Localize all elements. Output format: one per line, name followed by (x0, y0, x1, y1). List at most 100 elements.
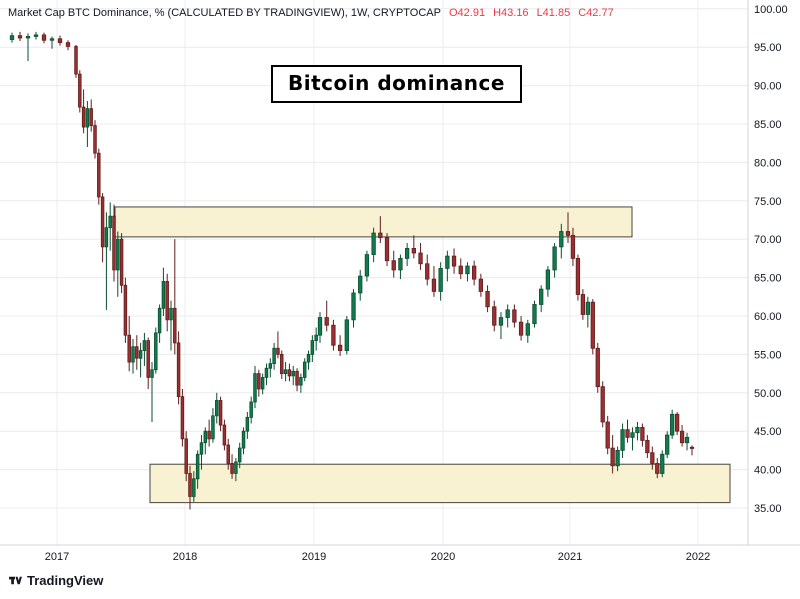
candle-body (492, 306, 497, 326)
candle-body (195, 453, 200, 480)
candle-body (650, 452, 655, 464)
candle (161, 267, 166, 316)
candle (78, 70, 82, 113)
bitcoin-dominance-label[interactable]: Bitcoin dominance (271, 65, 522, 103)
candle-body (552, 246, 557, 271)
candle-body (317, 317, 323, 336)
candle (518, 316, 524, 341)
price-axis-label: 100.00 (754, 4, 788, 16)
candle (112, 204, 116, 282)
ohlc-low: L41.85 (536, 7, 571, 19)
candle-body (660, 453, 665, 474)
candle (371, 227, 376, 263)
candle (295, 368, 299, 392)
candle-body (123, 284, 128, 336)
candle-body (283, 369, 288, 375)
candle (207, 419, 211, 447)
tradingview-logo[interactable]: TradingView (8, 573, 103, 588)
candle-body (595, 347, 600, 388)
candle-body (184, 438, 188, 474)
candle-body (640, 426, 645, 441)
time-axis-label: 2017 (45, 551, 69, 563)
candle (425, 254, 430, 286)
candle (620, 423, 625, 459)
candle-body (364, 254, 370, 277)
price-axis[interactable]: 100.00 95.00 90.00 85.00 80.00 75.00 70.00 65.0… (754, 4, 788, 515)
candle-body (570, 234, 576, 259)
candle (154, 327, 158, 374)
candle (324, 300, 329, 332)
candle (615, 446, 620, 472)
candle (610, 435, 615, 474)
candle (188, 465, 192, 510)
candle-body (610, 447, 615, 467)
candle (660, 450, 665, 478)
candle (195, 450, 200, 489)
candle (358, 269, 363, 301)
candle-body (74, 46, 78, 75)
price-axis-label: 65.00 (754, 273, 782, 285)
candle (65, 40, 71, 51)
candle-body (41, 34, 47, 41)
candle-body (260, 377, 265, 390)
candle-body (276, 347, 280, 355)
candle (398, 254, 403, 280)
candle-body (287, 369, 292, 377)
candle-body (9, 35, 15, 40)
candle-body (65, 42, 71, 47)
price-axis-label: 35.00 (754, 503, 782, 515)
candle (127, 316, 131, 372)
candle-body (127, 334, 131, 363)
candle-body (215, 400, 219, 417)
candle-body (605, 421, 610, 449)
candle-body (135, 346, 139, 359)
candle-body (600, 386, 605, 423)
candle-body (85, 108, 90, 128)
tradingview-logo-icon (8, 573, 23, 588)
candle (234, 458, 238, 482)
candle-body (539, 288, 544, 305)
candle-body (154, 332, 158, 371)
candle-body (674, 413, 680, 432)
candle-body (314, 334, 318, 341)
candle-body (291, 370, 295, 377)
candle (203, 427, 208, 455)
candle (317, 312, 323, 343)
candle (272, 342, 276, 370)
price-axis-label: 85.00 (754, 119, 782, 131)
candle-body (518, 321, 524, 336)
candle (280, 350, 284, 379)
candle (119, 233, 124, 293)
candle (665, 431, 670, 459)
candle-body (150, 369, 154, 378)
candle-body (512, 309, 517, 323)
candle-body (306, 353, 311, 363)
candle-body (89, 108, 93, 126)
time-axis-label: 2021 (558, 551, 582, 563)
candle (580, 289, 586, 320)
candle-body (655, 463, 660, 474)
candle (539, 285, 544, 313)
candle (276, 331, 280, 359)
time-axis[interactable]: 2017 2018 2019 2020 2021 2022 (45, 551, 710, 563)
candle-body (425, 263, 430, 280)
candle (49, 36, 55, 49)
candle-body (310, 340, 315, 355)
symbol-title[interactable]: Market Cap BTC Dominance, % (CALCULATED … (8, 7, 441, 19)
candle (331, 319, 336, 351)
candle (287, 363, 292, 382)
candle-body (264, 367, 269, 378)
support-zone[interactable] (149, 463, 731, 504)
candle (337, 335, 343, 356)
candle-body (565, 231, 571, 236)
candle (260, 373, 265, 395)
candle-body (532, 304, 537, 325)
candle (253, 365, 257, 409)
candle-body (585, 301, 590, 315)
candle (478, 273, 484, 297)
price-axis-label: 75.00 (754, 196, 782, 208)
candle-body (505, 309, 510, 318)
candle-body (580, 294, 586, 315)
